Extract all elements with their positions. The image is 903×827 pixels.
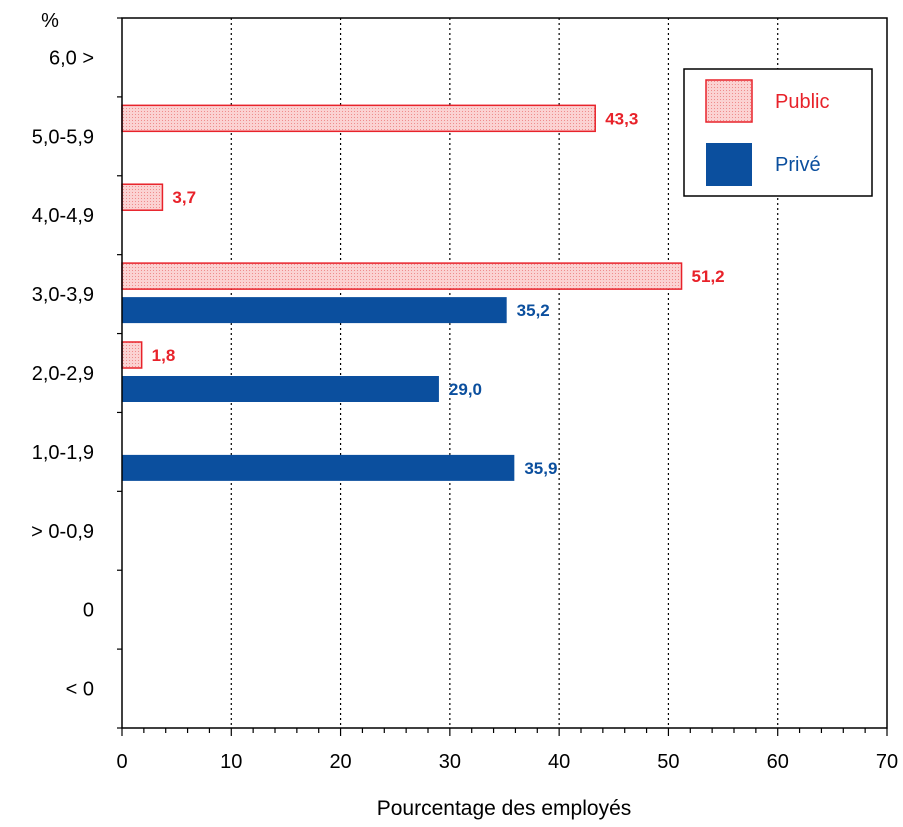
- x-tick-label: 70: [876, 751, 898, 773]
- legend-swatch-prive: [706, 143, 752, 186]
- bar-public: [121, 183, 164, 211]
- y-tick-label: 3,0-3,9: [32, 284, 94, 306]
- y-tick-label: 5,0-5,9: [32, 126, 94, 148]
- gridlines: [230, 18, 779, 728]
- x-tick-label: 10: [220, 751, 242, 773]
- legend-swatch-public: [705, 79, 753, 123]
- y-tick-label: 2,0-2,9: [32, 363, 94, 385]
- bar-public: [121, 262, 683, 290]
- data-label-public: 43,3: [605, 109, 638, 128]
- x-tick-label: 30: [439, 751, 461, 773]
- legend-label-prive: Privé: [775, 154, 821, 176]
- y-axis-unit-label: %: [41, 10, 59, 32]
- plot-frame: [121, 17, 888, 729]
- x-tick-label: 60: [767, 751, 789, 773]
- data-label-public: 3,7: [172, 188, 196, 207]
- legend-label-public: Public: [775, 91, 829, 113]
- data-label-public: 51,2: [692, 267, 725, 286]
- y-tick-label: > 0-0,9: [31, 521, 94, 543]
- bar-prive: [122, 297, 507, 324]
- legend: Public Privé: [683, 68, 873, 197]
- y-tick-label: 6,0 >: [49, 47, 94, 69]
- x-tick-label: 20: [329, 751, 351, 773]
- y-tick-label: 4,0-4,9: [32, 205, 94, 227]
- bar-prive: [122, 376, 439, 402]
- y-tick-label: 0: [83, 600, 94, 622]
- data-label-prive: 35,9: [524, 459, 557, 478]
- y-tick-label: < 0: [66, 679, 94, 701]
- y-axis-ticks: 6,0 > 5,0-5,9 4,0-4,9 3,0-3,9 2,0-2,9 1,0-1,9…: [31, 17, 122, 729]
- bar-public: [121, 104, 596, 133]
- y-tick-label: 1,0-1,9: [32, 442, 94, 464]
- x-tick-label: 50: [657, 751, 679, 773]
- bar-prive: [122, 454, 515, 481]
- data-label-public: 1,8: [152, 346, 176, 365]
- bars: [121, 104, 683, 481]
- bar-public: [121, 341, 143, 369]
- data-labels: 43,3 3,7 51,2 1,8 35,2 29,0 35,9: [152, 109, 725, 478]
- x-axis-title: Pourcentage des employés: [377, 797, 632, 820]
- data-label-prive: 29,0: [449, 380, 482, 399]
- x-tick-label: 0: [116, 751, 127, 773]
- x-axis-ticks: 0 10 20 30 40 50 60 70: [116, 728, 898, 773]
- x-tick-label: 40: [548, 751, 570, 773]
- data-label-prive: 35,2: [517, 301, 550, 320]
